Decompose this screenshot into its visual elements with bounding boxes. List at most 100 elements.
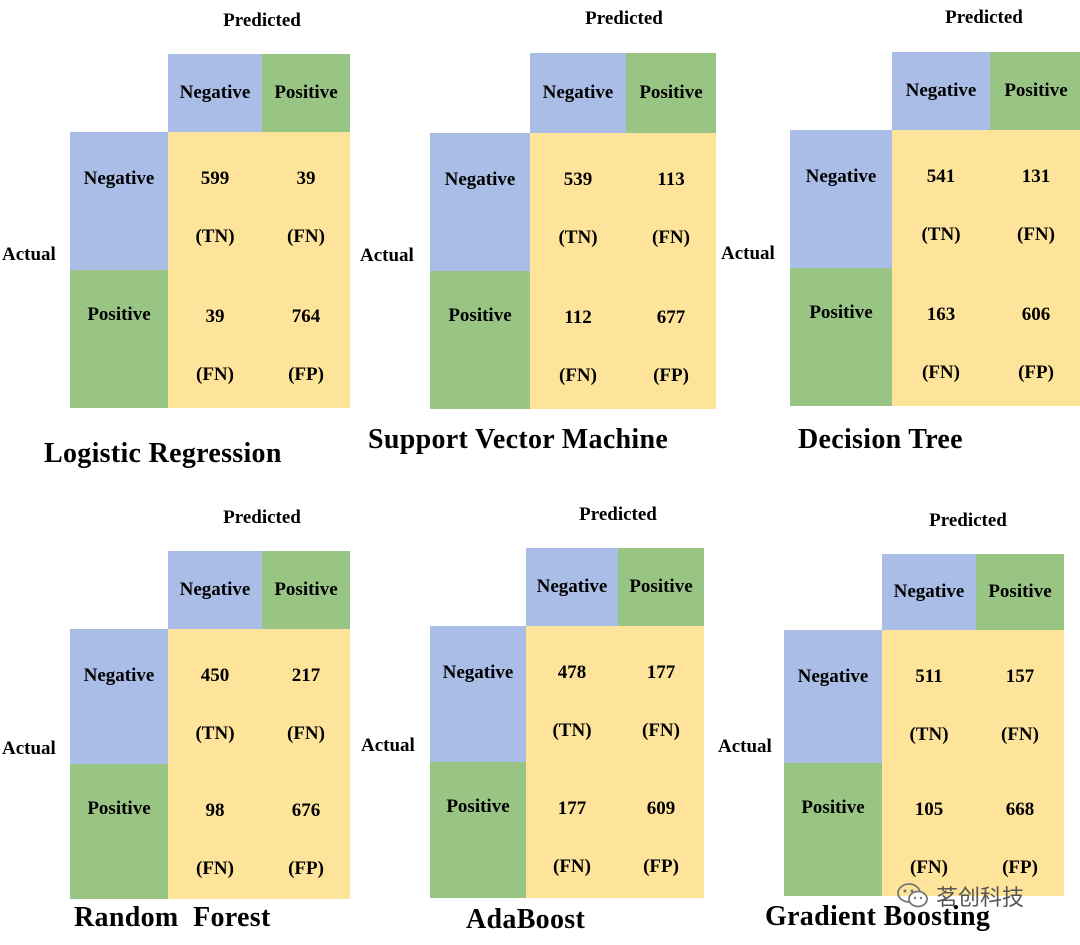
cell-value: 450 bbox=[200, 665, 230, 686]
cell-tag: (TN) bbox=[909, 724, 949, 745]
column-header-negative: Negative bbox=[882, 554, 976, 630]
predicted-label: Predicted bbox=[585, 8, 663, 29]
cell-value: 217 bbox=[291, 665, 321, 686]
row-header-positive: Positive bbox=[430, 762, 526, 898]
row-header-negative-label: Negative bbox=[805, 166, 877, 187]
column-header-negative: Negative bbox=[168, 54, 262, 132]
column-header-positive: Positive bbox=[618, 548, 704, 626]
cell-value: 511 bbox=[915, 666, 943, 687]
column-header-positive: Positive bbox=[626, 53, 716, 133]
column-header-negative: Negative bbox=[892, 52, 990, 130]
row-header-positive-label: Positive bbox=[801, 797, 865, 818]
panel-title: Decision Tree bbox=[798, 424, 963, 455]
cell-tag: (FN) bbox=[287, 723, 325, 744]
row-header-positive-label: Positive bbox=[448, 305, 512, 326]
row-header-negative: Negative bbox=[430, 626, 526, 762]
cell-tag: (FN) bbox=[196, 364, 234, 385]
cell-tag: (TN) bbox=[558, 227, 598, 248]
cell-tag: (FP) bbox=[653, 365, 689, 386]
column-header-positive: Positive bbox=[262, 551, 350, 629]
actual-label: Actual bbox=[360, 245, 414, 266]
cell-value: 177 bbox=[557, 798, 587, 819]
cell-tag: (TN) bbox=[195, 723, 235, 744]
cell-tag: (FN) bbox=[1001, 724, 1039, 745]
row-header-negative: Negative bbox=[784, 630, 882, 763]
panel-title: Support Vector Machine bbox=[368, 424, 669, 455]
predicted-label: Predicted bbox=[579, 504, 657, 525]
cell-tag: (FN) bbox=[287, 226, 325, 247]
actual-label: Actual bbox=[361, 735, 415, 756]
actual-label: Actual bbox=[2, 738, 56, 759]
cell-value: 177 bbox=[646, 662, 676, 683]
cell-tag: (TN) bbox=[921, 224, 961, 245]
cell-tag: (TN) bbox=[552, 720, 592, 741]
row-header-negative: Negative bbox=[70, 629, 168, 764]
cell-value: 599 bbox=[200, 168, 230, 189]
predicted-label: Predicted bbox=[929, 510, 1007, 531]
row-header-positive: Positive bbox=[430, 271, 530, 409]
panel-title: Gradient Boosting bbox=[765, 901, 991, 932]
column-header-positive: Positive bbox=[262, 54, 350, 132]
cell-value: 478 bbox=[557, 662, 587, 683]
cell-value: 764 bbox=[291, 306, 321, 327]
cell-tag: (FN) bbox=[922, 362, 960, 383]
row-header-positive-label: Positive bbox=[87, 798, 151, 819]
cell-value: 131 bbox=[1021, 166, 1051, 187]
column-header-positive: Positive bbox=[976, 554, 1064, 630]
cell-tag: (FN) bbox=[559, 365, 597, 386]
cell-value: 606 bbox=[1021, 304, 1051, 325]
cell-value: 39 bbox=[296, 168, 316, 189]
cell-tag: (FP) bbox=[288, 858, 324, 879]
cell-value: 157 bbox=[1005, 666, 1035, 687]
cell-value: 677 bbox=[656, 307, 686, 328]
row-header-positive: Positive bbox=[790, 268, 892, 406]
cell-tag: (FP) bbox=[1018, 362, 1054, 383]
column-header-negative: Negative bbox=[526, 548, 618, 626]
cell-tag: (FN) bbox=[910, 857, 948, 878]
cell-value: 541 bbox=[926, 166, 956, 187]
cell-value: 668 bbox=[1005, 799, 1035, 820]
actual-label: Actual bbox=[2, 244, 56, 265]
column-header-positive: Positive bbox=[990, 52, 1080, 130]
panel-title: AdaBoost bbox=[466, 904, 586, 935]
cell-tag: (FP) bbox=[643, 856, 679, 877]
row-header-positive: Positive bbox=[70, 764, 168, 899]
watermark-text: 茗创科技 bbox=[936, 886, 1025, 911]
row-header-positive: Positive bbox=[784, 763, 882, 896]
matrix-body bbox=[892, 130, 1080, 406]
predicted-label: Predicted bbox=[223, 10, 301, 31]
panel-title: Random Forest bbox=[74, 902, 271, 933]
cell-value: 39 bbox=[205, 306, 225, 327]
column-header-negative: Negative bbox=[168, 551, 262, 629]
wechat-icon bbox=[897, 883, 928, 908]
row-header-positive-label: Positive bbox=[809, 302, 873, 323]
cell-tag: (TN) bbox=[195, 226, 235, 247]
cell-value: 113 bbox=[657, 169, 685, 190]
cell-value: 609 bbox=[646, 798, 676, 819]
cell-value: 539 bbox=[563, 169, 593, 190]
matrix-body bbox=[526, 626, 704, 898]
cell-tag: (FP) bbox=[1002, 857, 1038, 878]
row-header-positive: Positive bbox=[70, 270, 168, 408]
row-header-negative-label: Negative bbox=[797, 666, 869, 687]
cell-value: 105 bbox=[914, 799, 944, 820]
actual-label: Actual bbox=[721, 243, 775, 264]
row-header-negative-label: Negative bbox=[83, 665, 155, 686]
matrix-body bbox=[168, 132, 350, 408]
cell-tag: (FN) bbox=[1017, 224, 1055, 245]
cell-tag: (FP) bbox=[288, 364, 324, 385]
actual-label: Actual bbox=[718, 736, 772, 757]
row-header-negative-label: Negative bbox=[442, 662, 514, 683]
watermark: 茗创科技 bbox=[896, 880, 1024, 912]
row-header-positive-label: Positive bbox=[87, 304, 151, 325]
column-header-negative: Negative bbox=[530, 53, 626, 133]
cell-value: 676 bbox=[291, 800, 321, 821]
cell-value: 112 bbox=[564, 307, 592, 328]
cell-tag: (FN) bbox=[553, 856, 591, 877]
row-header-positive-label: Positive bbox=[446, 796, 510, 817]
cell-tag: (FN) bbox=[196, 858, 234, 879]
row-header-negative-label: Negative bbox=[444, 169, 516, 190]
row-header-negative-label: Negative bbox=[83, 168, 155, 189]
predicted-label: Predicted bbox=[945, 7, 1023, 28]
cell-tag: (FN) bbox=[652, 227, 690, 248]
